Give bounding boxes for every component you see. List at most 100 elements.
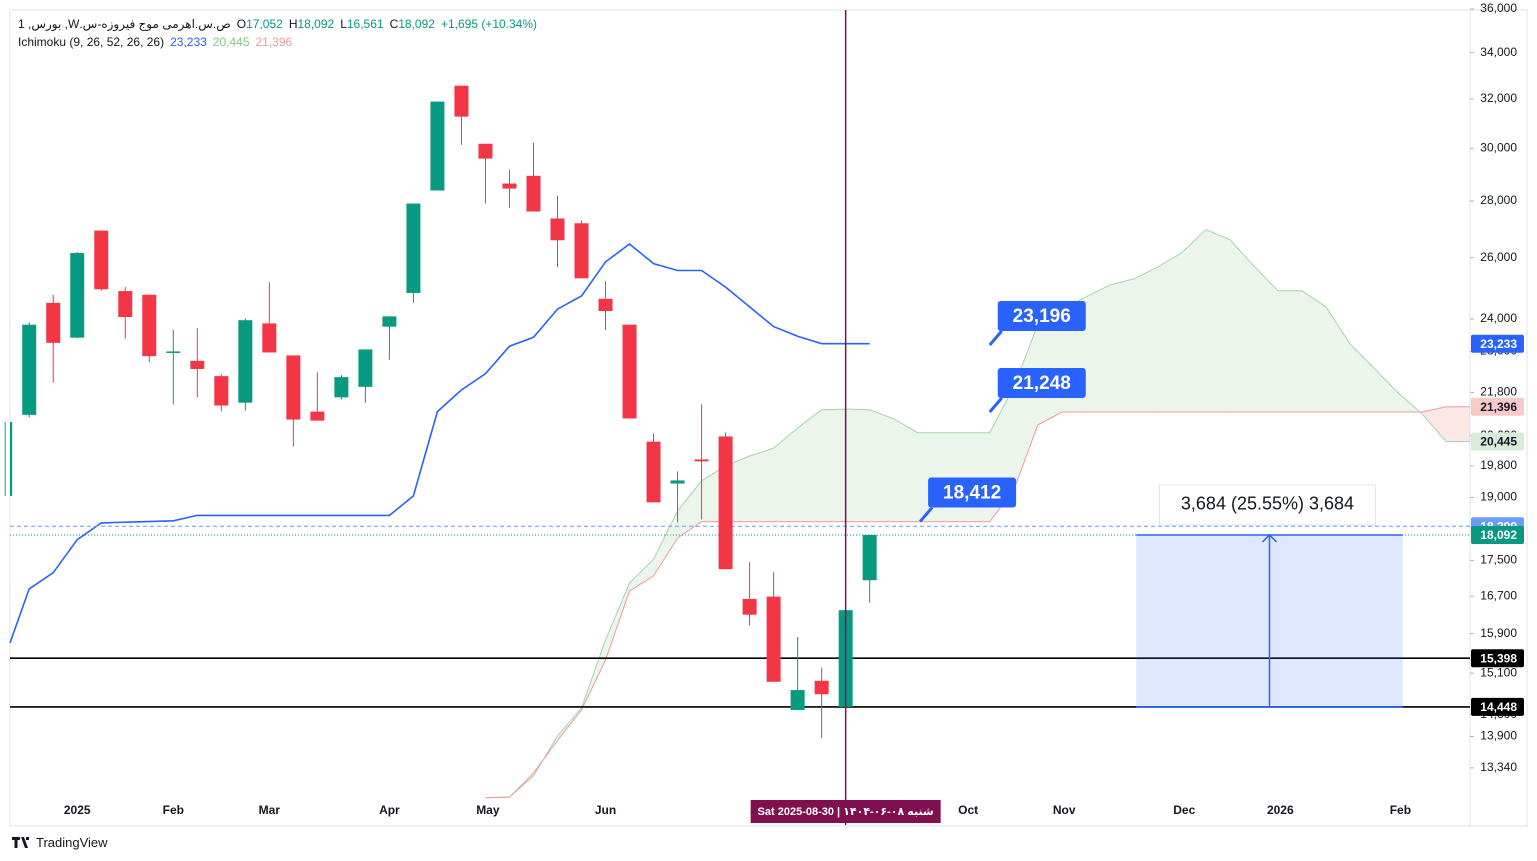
cloud-fill: [1205, 229, 1230, 413]
cloud-fill: [1373, 367, 1398, 413]
span-b: [485, 406, 1470, 799]
price-label: 23,233: [1480, 337, 1517, 351]
cloud-fill: [1229, 239, 1254, 413]
symbol-header: ص.س.اهرمی موج فیروزه-س.W, بورس, 1 O17,05…: [18, 17, 537, 31]
ohlc-label: C: [389, 17, 399, 31]
ohlc-label: L: [340, 17, 347, 31]
candle-body: [598, 298, 613, 311]
cloud-fill: [1253, 266, 1278, 413]
candle-body: [622, 324, 637, 419]
candle-body: [862, 534, 877, 581]
change: +1,695 (+10.34%): [440, 17, 538, 31]
x-tick-label: 2026: [1267, 803, 1294, 817]
measure-label-box: [1158, 484, 1376, 526]
y-tick-label: 32,000: [1480, 91, 1517, 105]
candle-body: [286, 355, 301, 420]
cloud-fill: [869, 409, 894, 522]
candle-body: [382, 316, 397, 327]
price-label: 18,092: [1480, 528, 1517, 542]
price-label: 21,396: [1480, 400, 1517, 414]
annotation-label: 23,196: [1013, 306, 1071, 327]
cloud-fill: [1445, 406, 1470, 442]
candle-body: [526, 175, 541, 212]
annotation-box: [928, 477, 1017, 508]
indicator-values: 23,233 20,445 21,396: [170, 35, 292, 49]
y-tick-label: 17,500: [1480, 553, 1517, 567]
cloud-fill: [1301, 290, 1326, 413]
candle-body: [550, 218, 565, 241]
candle-body: [742, 598, 757, 615]
cloud-fill: [677, 480, 702, 539]
price-label-box: [1471, 649, 1524, 668]
indicator-line: [9, 242, 870, 644]
x-tick-label: Feb: [163, 803, 184, 817]
cloud-fill: [1349, 343, 1374, 413]
annotation-pointer: [988, 397, 1003, 414]
cloud-fill: [1109, 278, 1134, 413]
candle-body: [358, 349, 373, 387]
candle-body: [22, 324, 37, 415]
y-tick-label: 30,000: [1480, 140, 1517, 154]
ohlc-value: 17,052: [246, 17, 283, 31]
x-tick-label: Feb: [1390, 803, 1411, 817]
x-tick-label: 2025: [64, 803, 91, 817]
y-tick-label: 24,000: [1480, 311, 1517, 325]
cloud-fill: [1157, 252, 1182, 413]
candle-body: [478, 143, 493, 159]
logo: [12, 836, 29, 848]
ohlc-item: H18,092: [289, 17, 334, 31]
indicator-value: 21,396: [255, 35, 293, 49]
price-label-box: [1471, 334, 1524, 353]
price-label-box: [1471, 397, 1524, 416]
y-tick-label: 28,000: [1480, 193, 1517, 207]
candle-body: [118, 291, 133, 318]
candle-body: [10, 422, 13, 496]
indicator-value: 23,233: [170, 35, 207, 49]
cloud-fill: [605, 583, 630, 661]
cloud-fill: [1085, 284, 1110, 413]
price-label-box: [1471, 697, 1524, 716]
x-tick-label: Jun: [595, 803, 616, 817]
x-tick-label: Nov: [1053, 803, 1076, 817]
candle-body: [238, 320, 253, 403]
y-tick-label: 13,900: [1480, 729, 1517, 743]
indicator-name: Ichimoku (9, 26, 52, 26, 26): [18, 35, 165, 49]
cloud-fill: [893, 418, 918, 522]
y-tick-label: 19,800: [1480, 458, 1517, 472]
measure-label: 3,684 (25.55%) 3,684: [1181, 494, 1354, 514]
price-label-box: [1471, 432, 1524, 451]
cloud-fill: [773, 427, 798, 522]
price-label-box: [1471, 525, 1524, 544]
candle-body: [502, 183, 517, 189]
candle-body: [670, 480, 685, 484]
candle-body: [46, 302, 61, 343]
price-label: 14,448: [1480, 700, 1517, 714]
cloud-fill: [653, 510, 678, 576]
cloud-fill: [1325, 306, 1350, 413]
x-tick-label: Apr: [379, 803, 400, 817]
ohlc-value: 18,092: [398, 17, 435, 31]
ohlc-label: O: [236, 17, 247, 31]
footer: TradingView: [12, 835, 108, 850]
candle-body: [94, 230, 109, 290]
y-tick-label: 16,700: [1480, 588, 1517, 602]
price-label: 15,398: [1480, 651, 1517, 665]
y-tick-label: 21,800: [1480, 385, 1517, 399]
candle-body: [814, 680, 829, 695]
x-tick-label: Oct: [958, 803, 978, 817]
ohlc-item: C18,092: [390, 17, 435, 31]
annotation-box: [997, 368, 1086, 399]
cloud-fill: [749, 448, 774, 522]
candle-body: [718, 436, 733, 570]
annotation-label: 21,248: [1013, 373, 1071, 394]
cloud-fill: [1421, 406, 1446, 442]
x-tick-label: Mar: [259, 803, 281, 817]
brand: TradingView: [36, 835, 108, 850]
cloud-fill: [629, 559, 654, 592]
candle-body: [334, 377, 349, 398]
candle-body: [694, 459, 709, 462]
candle-body: [646, 441, 661, 503]
x-tick-label: Dec: [1173, 803, 1195, 817]
